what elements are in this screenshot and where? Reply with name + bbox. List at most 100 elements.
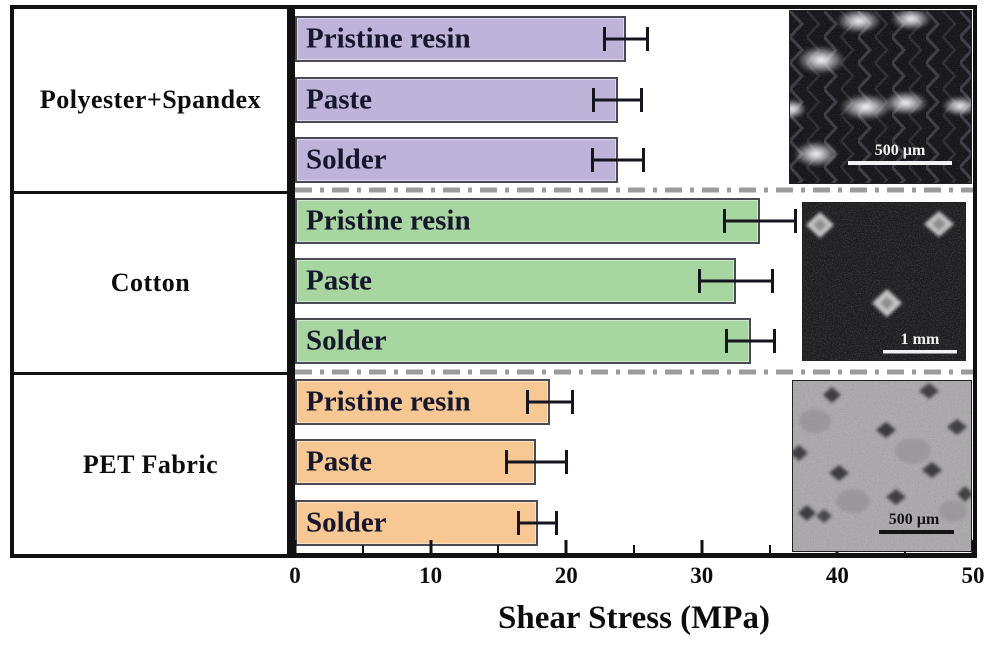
x-tick-label: 50 — [961, 563, 985, 588]
bar-chart: Pristine resin Paste Solder Pristine resin P… — [295, 9, 973, 553]
error-bar — [517, 510, 559, 535]
error-bar-cap-right — [770, 268, 774, 293]
bar-row: Paste — [295, 69, 973, 129]
bar-row: Solder — [295, 311, 973, 371]
error-bar-cap-left — [505, 450, 509, 475]
bar-paste: Paste — [295, 76, 618, 123]
error-bar — [590, 148, 645, 173]
bar-label: Pristine resin — [306, 22, 471, 55]
error-bar-cap-left — [591, 87, 595, 112]
bar-row: Paste — [295, 432, 973, 492]
inset3-scale-bar — [879, 530, 954, 534]
bar-label: Paste — [306, 445, 373, 478]
error-bar — [505, 450, 568, 475]
x-tick-minor — [361, 545, 364, 553]
x-tick-major — [700, 540, 704, 553]
error-bar-cap-left — [525, 389, 529, 414]
category-label-pet-fabric: PET Fabric — [14, 372, 287, 554]
sem-texture — [803, 203, 965, 360]
error-bar-line — [525, 400, 575, 404]
x-tick-minor — [633, 545, 635, 553]
inset2-scale-label: 1 mm — [901, 331, 940, 348]
x-tick-major — [293, 540, 297, 553]
x-tick-label: 40 — [825, 563, 849, 588]
error-bar-cap-left — [697, 268, 701, 293]
fiber-texture — [790, 11, 971, 183]
bar-pristine-resin: Pristine resin — [295, 197, 761, 244]
bar-label: Pristine resin — [306, 204, 471, 237]
error-bar-line — [723, 219, 797, 223]
bar-label: Solder — [306, 324, 387, 357]
x-tick-label: 20 — [554, 563, 578, 588]
micrograph-inset-cotton: 1 mm — [802, 202, 966, 361]
inset2-scale-bar — [883, 350, 957, 354]
x-tick-minor — [768, 545, 771, 553]
error-bar-line — [724, 339, 777, 343]
error-bar-cap-left — [517, 510, 521, 535]
bar-solder: Solder — [295, 499, 538, 546]
bar-label: Solder — [306, 143, 387, 176]
bar-label: Paste — [306, 83, 373, 116]
bar-pristine-resin: Pristine resin — [295, 16, 626, 63]
bar-row: Pristine resin — [295, 190, 973, 250]
bar-group-0: Pristine resin Paste Solder — [295, 9, 973, 190]
error-bar — [724, 329, 777, 354]
inset1-scale-label: 500 µm — [875, 142, 926, 159]
x-tick-label: 0 — [289, 563, 301, 588]
error-bar-cap-left — [602, 27, 606, 52]
bar-label: Solder — [306, 506, 387, 539]
error-bar-cap-left — [723, 208, 727, 233]
x-tick-major — [429, 540, 433, 553]
category-label-cotton: Cotton — [14, 190, 287, 373]
error-bar-cap-right — [640, 87, 644, 112]
bar-pristine-resin: Pristine resin — [295, 378, 550, 425]
error-bar-line — [517, 521, 559, 525]
error-bar — [697, 268, 774, 293]
bar-row: Solder — [295, 130, 973, 190]
bar-group-2: Pristine resin Paste Solder — [295, 372, 973, 553]
error-bar-cap-right — [571, 389, 575, 414]
bar-paste: Paste — [295, 257, 736, 304]
error-bar-cap-right — [773, 329, 777, 354]
error-bar-line — [602, 37, 649, 41]
x-tick-major — [564, 540, 568, 553]
error-bar — [602, 27, 649, 52]
error-bar — [525, 389, 575, 414]
x-tick-label: 10 — [419, 563, 443, 588]
bar-group-1: Pristine resin Paste Solder — [295, 190, 973, 371]
section-divider — [295, 369, 973, 375]
bar-row: Pristine resin — [295, 372, 973, 432]
bar-solder: Solder — [295, 137, 618, 184]
error-bar-line — [505, 460, 568, 464]
error-bar-cap-right — [641, 148, 645, 173]
bar-row: Paste — [295, 251, 973, 311]
error-bar — [723, 208, 797, 233]
error-bar-line — [590, 158, 645, 162]
bar-row: Solder — [295, 493, 973, 553]
section-divider — [295, 187, 973, 193]
bar-label: Pristine resin — [306, 385, 471, 418]
error-bar-cap-right — [645, 27, 649, 52]
x-tick-label: 30 — [690, 563, 714, 588]
plot-area: Pristine resin Paste Solder Pristine resin P… — [291, 5, 977, 558]
error-bar-cap-left — [590, 148, 594, 173]
category-label-polyester-spandex: Polyester+Spandex — [39, 84, 262, 114]
x-tick-major — [971, 540, 975, 553]
error-bar-cap-right — [555, 510, 559, 535]
fabric-texture — [793, 381, 971, 551]
bar-solder: Solder — [295, 318, 751, 365]
error-bar-line — [697, 279, 774, 283]
micrograph-inset-polyester-spandex: 500 µm — [789, 10, 972, 184]
error-bar-cap-right — [793, 208, 797, 233]
error-bar — [591, 87, 644, 112]
inset3-scale-label: 500 µm — [889, 511, 940, 528]
error-bar-cap-right — [564, 450, 568, 475]
bar-row: Pristine resin — [295, 9, 973, 69]
error-bar-cap-left — [724, 329, 728, 354]
bar-paste: Paste — [295, 439, 537, 486]
inset1-scale-bar — [848, 161, 952, 165]
x-tick-minor — [497, 545, 500, 553]
x-axis-title: Shear Stress (MPa) — [498, 600, 770, 636]
bar-label: Paste — [306, 264, 373, 297]
category-column: Polyester+Spandex Cotton PET Fabric — [10, 5, 291, 558]
